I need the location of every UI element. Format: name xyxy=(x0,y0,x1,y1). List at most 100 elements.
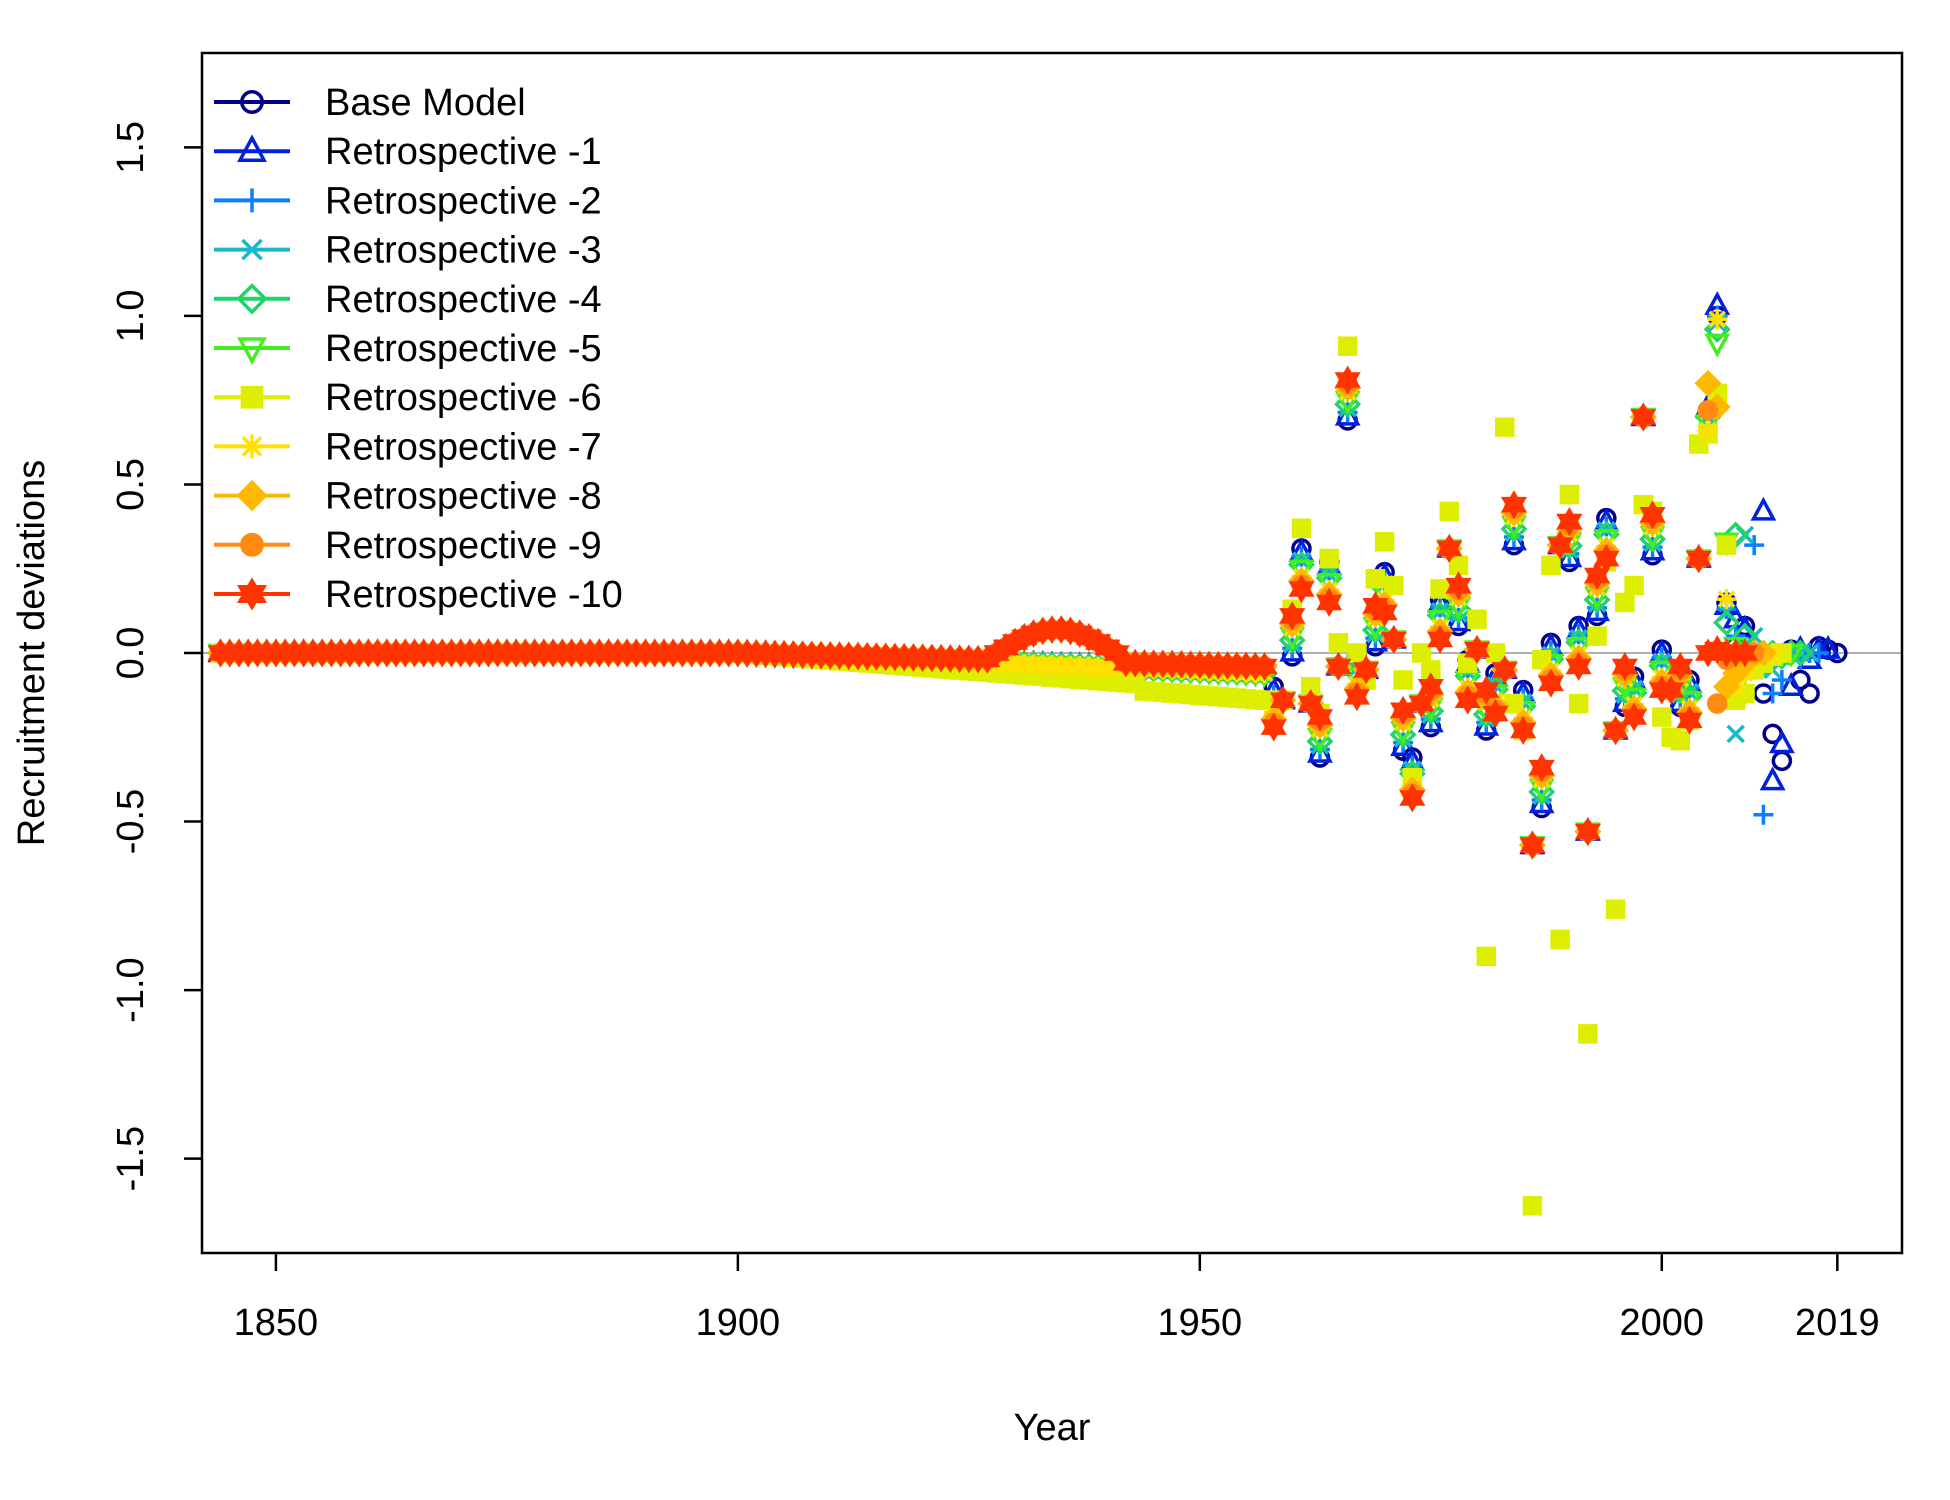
data-point xyxy=(1448,555,1469,576)
data-point xyxy=(1347,643,1367,663)
data-points xyxy=(207,291,1848,1216)
data-point xyxy=(1568,693,1589,714)
data-point xyxy=(1436,534,1463,563)
data-point xyxy=(1467,609,1487,630)
data-point xyxy=(1630,402,1657,432)
y-tick-label: 0.0 xyxy=(110,627,152,680)
data-point xyxy=(1411,643,1432,663)
data-point xyxy=(1430,597,1451,618)
data-point xyxy=(1528,753,1555,783)
data-point xyxy=(1291,546,1312,567)
data-point xyxy=(1519,830,1546,860)
data-point xyxy=(1328,633,1349,653)
data-point xyxy=(1269,685,1297,715)
data-point xyxy=(1288,574,1315,604)
data-point xyxy=(1482,699,1509,729)
data-point xyxy=(1430,579,1450,599)
y-tick-label: -1.5 xyxy=(110,1126,152,1191)
data-point xyxy=(1260,712,1287,742)
data-point xyxy=(1343,682,1370,712)
legend-marker xyxy=(241,238,263,261)
legend-label: Retrospective -10 xyxy=(325,574,623,616)
data-point xyxy=(1716,589,1737,610)
data-point xyxy=(1439,501,1460,522)
x-tick-label: 2000 xyxy=(1620,1302,1705,1344)
data-point xyxy=(1319,548,1339,569)
x-axis-label: Year xyxy=(1014,1407,1091,1449)
data-point xyxy=(1768,729,1795,754)
data-point xyxy=(1786,639,1814,667)
data-point xyxy=(1568,624,1589,645)
x-tick-label: 2019 xyxy=(1795,1302,1880,1344)
data-point xyxy=(1476,946,1496,967)
x-tick-label: 1900 xyxy=(696,1302,781,1344)
y-axis: -1.5 -1.0 -0.5 0.0 0.5 1.0 1.5 xyxy=(110,121,202,1191)
data-point xyxy=(1621,702,1648,732)
data-point xyxy=(1596,516,1617,537)
data-point xyxy=(1771,669,1792,690)
data-point xyxy=(1365,569,1386,589)
data-point xyxy=(1541,555,1561,576)
y-axis-label: Recruitment deviations xyxy=(11,460,53,847)
data-point xyxy=(1380,625,1407,654)
legend-label: Retrospective -2 xyxy=(325,180,602,222)
data-point xyxy=(1762,683,1783,704)
data-point xyxy=(1291,518,1312,539)
data-point xyxy=(1522,1196,1543,1216)
data-point xyxy=(1491,655,1518,685)
y-tick-label: -0.5 xyxy=(110,789,152,854)
data-point xyxy=(1510,716,1537,745)
data-point xyxy=(1694,369,1722,397)
data-point xyxy=(1384,575,1404,596)
data-point xyxy=(1504,693,1524,714)
data-point xyxy=(1615,592,1635,613)
legend-label: Retrospective -3 xyxy=(325,230,602,272)
data-point xyxy=(1584,561,1611,590)
data-point xyxy=(1251,652,1278,681)
legend-marker xyxy=(236,577,268,611)
data-point xyxy=(1578,1024,1598,1044)
legend-label: Base Model xyxy=(325,82,526,124)
data-point xyxy=(1325,652,1352,681)
legend-marker xyxy=(237,134,267,162)
data-point xyxy=(1815,634,1842,659)
data-point xyxy=(1759,766,1786,791)
legend-label: Retrospective -9 xyxy=(325,525,602,567)
data-point xyxy=(1744,535,1765,556)
data-point xyxy=(1574,817,1601,847)
data-point xyxy=(1716,535,1737,555)
legend-label: Retrospective -1 xyxy=(325,131,602,173)
data-point xyxy=(1624,575,1644,596)
data-point xyxy=(1306,702,1333,732)
data-point xyxy=(1731,638,1758,668)
data-point xyxy=(1494,417,1515,437)
data-point xyxy=(1685,544,1712,574)
legend-label: Retrospective -6 xyxy=(325,377,602,419)
x-tick-label: 1950 xyxy=(1158,1302,1243,1344)
data-point xyxy=(1473,675,1500,705)
data-point xyxy=(1670,730,1691,751)
data-point xyxy=(1500,490,1528,520)
data-point xyxy=(1593,544,1620,574)
x-tick-label: 1850 xyxy=(234,1302,319,1344)
legend-marker xyxy=(240,434,264,459)
series-10 xyxy=(207,365,1758,860)
data-point xyxy=(1587,626,1607,646)
data-point xyxy=(1652,707,1672,727)
data-point xyxy=(1651,647,1672,668)
x-axis: 1850 1900 1950 2000 2019 xyxy=(234,1253,1880,1344)
data-point xyxy=(1697,420,1718,441)
data-point xyxy=(1279,601,1306,631)
data-point xyxy=(1697,400,1719,421)
data-point xyxy=(1537,668,1564,698)
data-point xyxy=(1676,705,1703,735)
data-point xyxy=(1605,899,1626,919)
data-point xyxy=(1426,625,1454,654)
data-point xyxy=(1706,693,1728,714)
data-point xyxy=(1463,635,1491,665)
legend-marker xyxy=(240,385,264,409)
data-point xyxy=(1602,716,1629,745)
data-point xyxy=(1707,309,1728,330)
data-point xyxy=(1399,783,1426,813)
